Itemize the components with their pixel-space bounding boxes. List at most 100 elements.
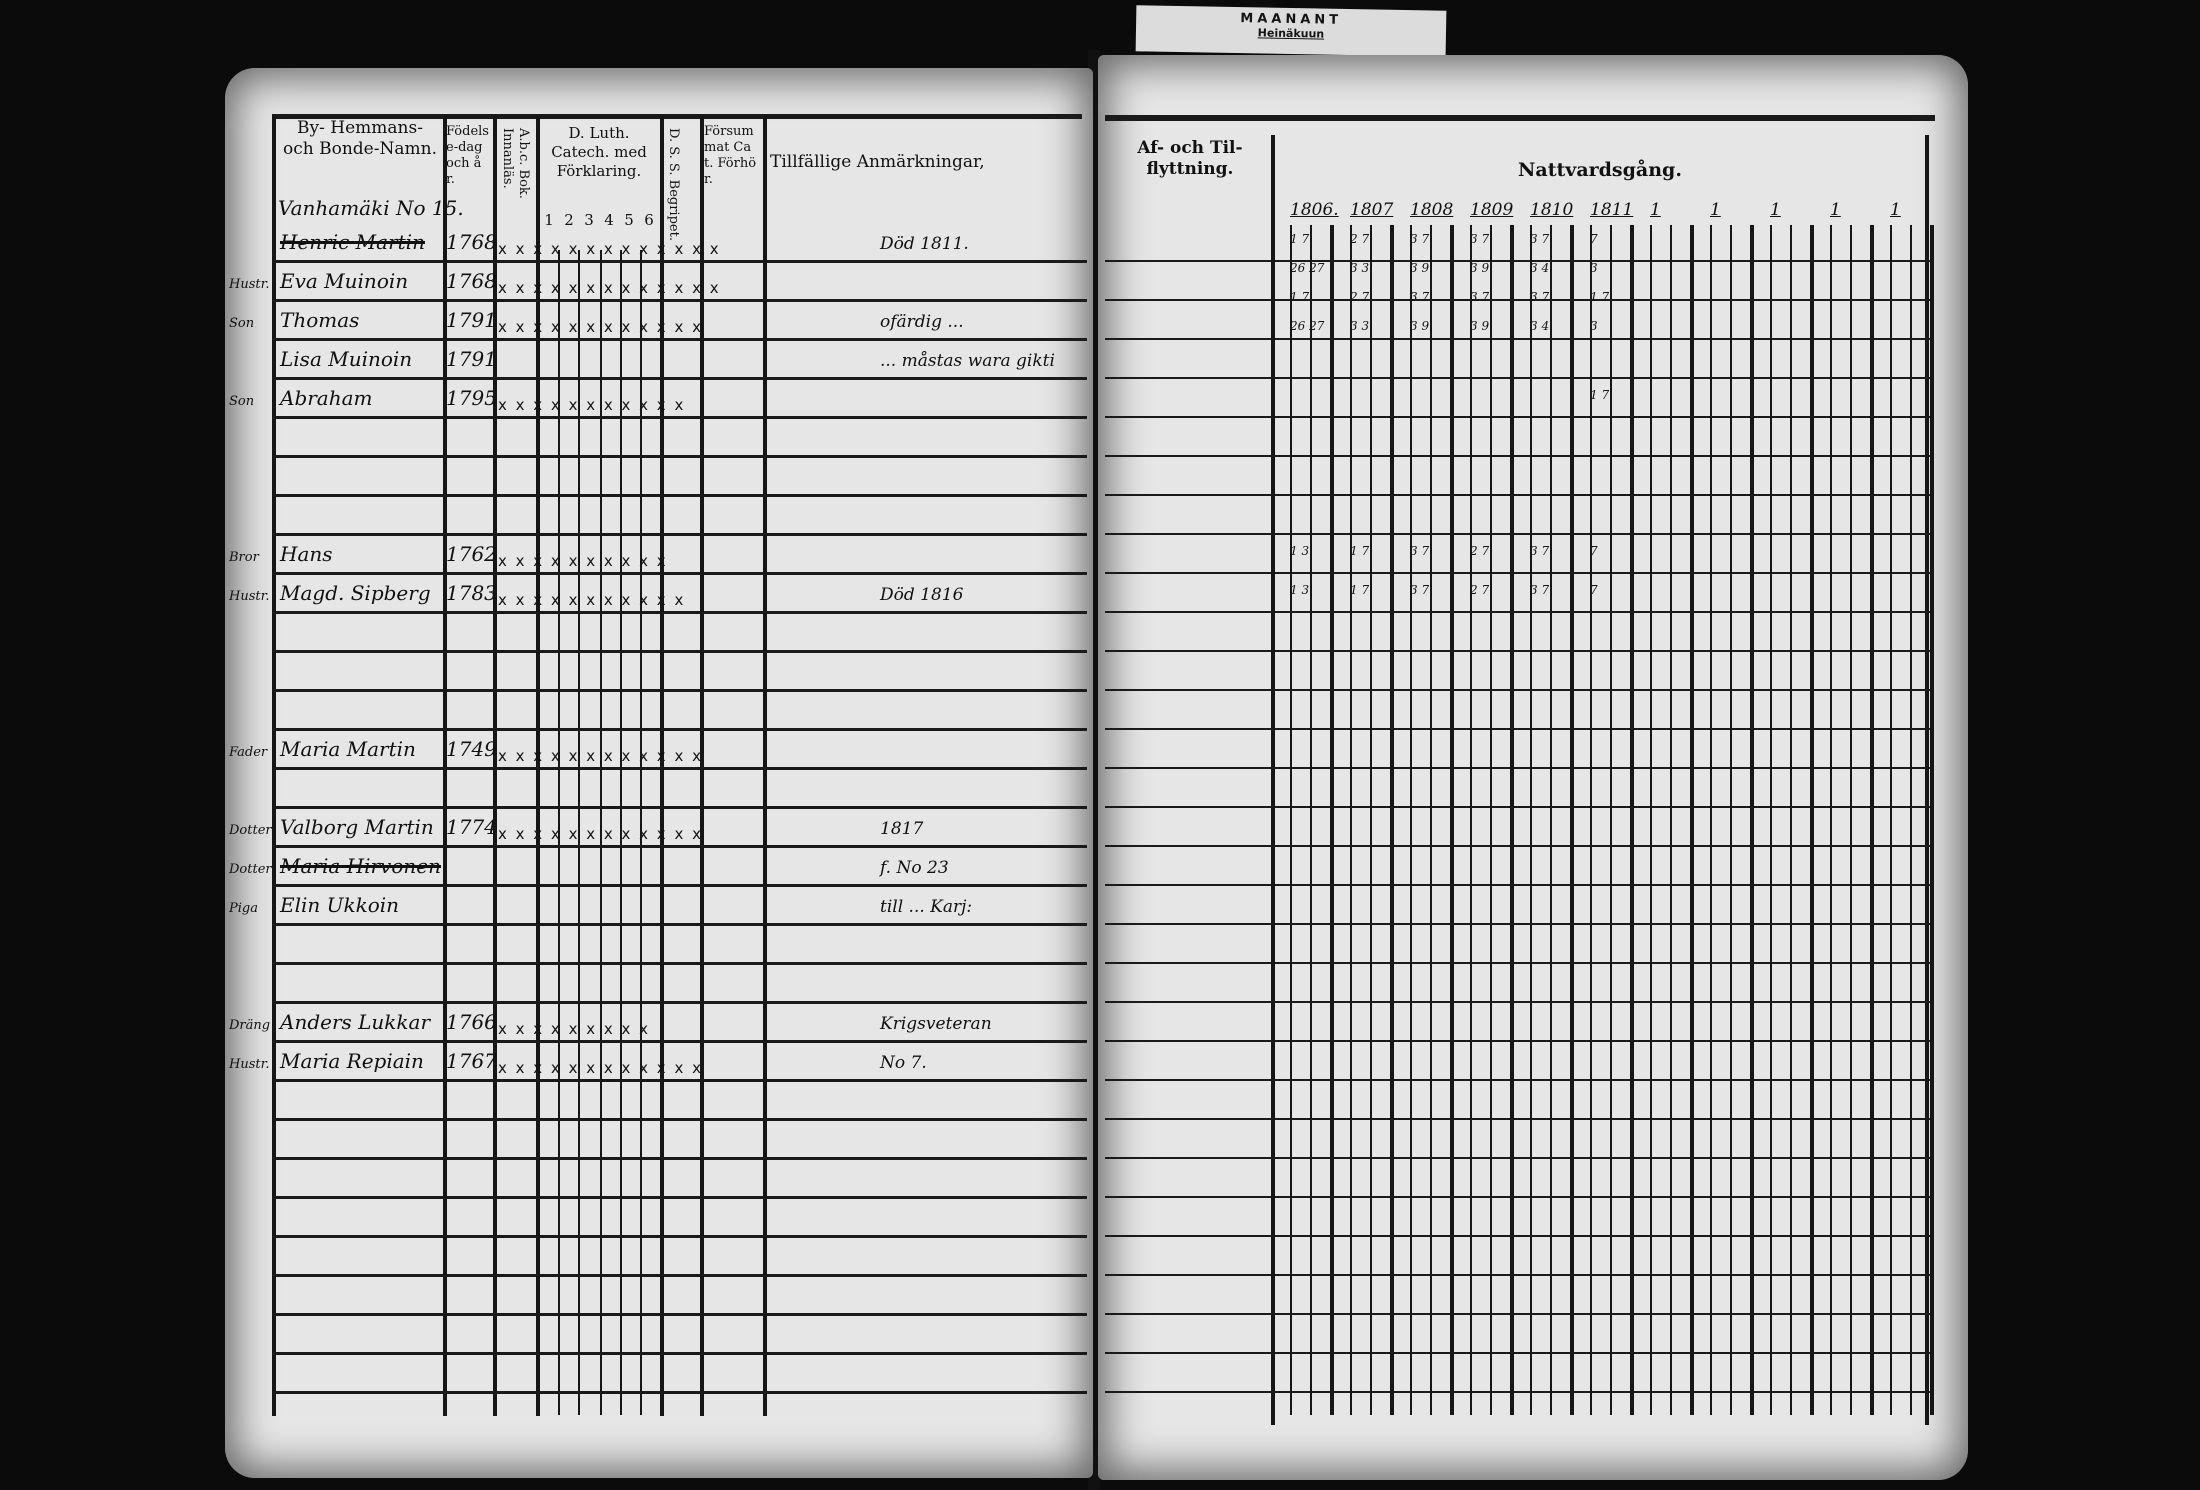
- column-rule: [443, 116, 447, 1416]
- row-rule-right: [1105, 1391, 1930, 1393]
- row-rule: [272, 1391, 1087, 1394]
- communion-date: 3 7: [1410, 232, 1430, 246]
- remark: No 7.: [880, 1053, 927, 1073]
- person-name: Elin Ukkoin: [280, 893, 400, 917]
- birth-year: 1774: [446, 815, 497, 839]
- catechism-col-1: 1: [544, 211, 554, 229]
- communion-column-rule: [1490, 225, 1492, 1415]
- row-rule: [272, 845, 1087, 848]
- communion-column-rule: [1450, 225, 1454, 1415]
- row-rule: [272, 260, 1087, 263]
- row-rule-right: [1105, 767, 1930, 769]
- communion-column-rule: [1370, 225, 1372, 1415]
- communion-column-rule: [1930, 225, 1934, 1415]
- person-name: Maria Repiain: [280, 1049, 424, 1073]
- row-rule-right: [1105, 1352, 1930, 1354]
- reading-marks: x x x x x x x x x x x x x: [498, 279, 721, 297]
- communion-date: 3 7: [1530, 544, 1550, 558]
- header-moving: Af- och Til- flyttning.: [1137, 138, 1243, 179]
- header-abc: A.b.c. Bok. Innanläs.: [500, 128, 531, 199]
- row-rule-right: [1105, 260, 1930, 262]
- communion-column-rule: [1590, 225, 1592, 1415]
- row-rule: [272, 728, 1087, 731]
- row-rule: [272, 767, 1087, 770]
- communion-date: 2 7: [1350, 232, 1370, 246]
- row-rule: [272, 1352, 1087, 1355]
- birth-year: 1783: [446, 581, 497, 605]
- birth-year: 1768: [446, 269, 497, 293]
- person-name: Lisa Muinoin: [280, 347, 413, 371]
- reading-marks: x x x x x x x x x x x x x: [498, 240, 721, 258]
- year-label: 1810: [1530, 200, 1574, 220]
- village-name: Vanhamäki No 15.: [278, 196, 464, 220]
- communion-column-rule: [1670, 225, 1672, 1415]
- communion-column-rule: [1910, 225, 1912, 1415]
- header-dss: D. S. S. Begripet.: [666, 128, 681, 241]
- sub-column-rule: [640, 250, 642, 1415]
- relation-label: Hustr.: [229, 589, 270, 604]
- row-rule-right: [1105, 1196, 1930, 1198]
- remark: f. No 23: [880, 858, 949, 878]
- row-rule: [272, 1157, 1087, 1160]
- communion-date: 7: [1590, 544, 1598, 558]
- remark: Död 1816: [880, 585, 964, 605]
- remark: Död 1811.: [880, 234, 969, 254]
- row-rule-right: [1105, 884, 1930, 886]
- birth-year: 1791: [446, 347, 497, 371]
- communion-column-rule: [1330, 225, 1334, 1415]
- reading-marks: x x x x x x x x x x x x: [498, 747, 703, 765]
- communion-date: 1 3: [1290, 544, 1310, 558]
- row-rule-right: [1105, 806, 1930, 808]
- row-rule-right: [1105, 494, 1930, 496]
- communion-date: 1 7: [1350, 544, 1370, 558]
- communion-date: 7: [1590, 583, 1598, 597]
- communion-date: 1 7: [1290, 290, 1310, 304]
- row-rule-right: [1105, 338, 1930, 340]
- row-rule: [272, 806, 1087, 809]
- row-rule-right: [1105, 650, 1930, 652]
- communion-date: 2 7: [1350, 290, 1370, 304]
- row-rule-right: [1105, 533, 1930, 535]
- column-rule: [536, 116, 540, 1416]
- remark: 1817: [880, 819, 924, 839]
- communion-date: 1 7: [1350, 583, 1370, 597]
- communion-column-rule: [1390, 225, 1394, 1415]
- year-label: 1808: [1410, 200, 1454, 220]
- communion-column-rule: [1810, 225, 1814, 1415]
- year-label: 1: [1830, 200, 1841, 220]
- row-rule-right: [1105, 611, 1930, 613]
- communion-column-rule: [1550, 225, 1552, 1415]
- communion-date: 3 9: [1470, 261, 1490, 275]
- person-name: Maria Martin: [280, 737, 416, 761]
- communion-column-rule: [1750, 225, 1754, 1415]
- row-rule-right: [1105, 728, 1930, 730]
- reading-marks: x x x x x x x x x x x x: [498, 825, 703, 843]
- remark: till ... Karj:: [880, 897, 973, 917]
- row-rule-right: [1105, 1313, 1930, 1315]
- catechism-col-5: 5: [624, 211, 634, 229]
- row-rule-right: [1105, 1235, 1930, 1237]
- communion-column-rule: [1630, 225, 1634, 1415]
- communion-date: 7: [1590, 232, 1598, 246]
- relation-label: Bror: [229, 550, 259, 565]
- row-rule: [272, 377, 1087, 380]
- birth-year: 1795: [446, 386, 497, 410]
- row-rule: [272, 1196, 1087, 1199]
- communion-column-rule: [1870, 225, 1874, 1415]
- reading-marks: x x x x x x x x x x: [498, 552, 668, 570]
- row-rule-right: [1105, 923, 1930, 925]
- year-label: 1809: [1470, 200, 1514, 220]
- row-rule-right: [1105, 689, 1930, 691]
- sub-column-rule: [600, 250, 602, 1415]
- communion-date: 2 7: [1470, 583, 1490, 597]
- row-rule: [272, 299, 1087, 302]
- communion-date: 3 9: [1470, 319, 1490, 333]
- relation-label: Hustr.: [229, 277, 270, 292]
- communion-column-rule: [1890, 225, 1892, 1415]
- column-rule: [763, 116, 767, 1416]
- birth-year: 1749: [446, 737, 497, 761]
- communion-date: 3 7: [1470, 232, 1490, 246]
- header-communion: Nattvardsgång.: [1518, 159, 1682, 181]
- communion-column-rule: [1470, 225, 1472, 1415]
- catechism-col-4: 4: [604, 211, 614, 229]
